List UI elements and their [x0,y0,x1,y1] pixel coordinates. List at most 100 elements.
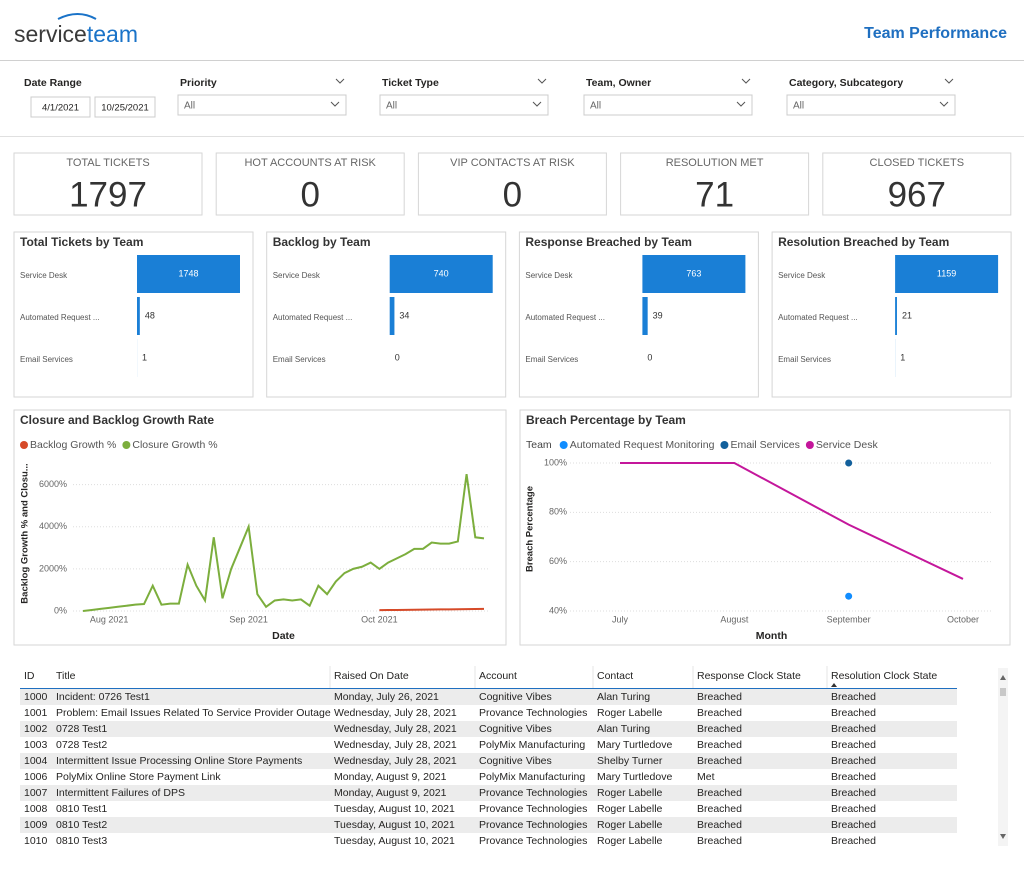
legend-label: Email Services [730,439,799,451]
table-cell: Tuesday, August 10, 2021 [334,803,455,815]
chart-title: Resolution Breached by Team [778,235,949,249]
scroll-up[interactable] [1000,675,1006,680]
kpi-label: CLOSED TICKETS [870,157,965,169]
table-cell: Wednesday, July 28, 2021 [334,739,457,751]
legend-marker [559,441,568,449]
table-cell: Breached [697,739,742,751]
scroll-down[interactable] [1000,834,1006,839]
column-header[interactable]: ID [24,670,35,682]
dropdown[interactable] [786,94,956,116]
kpi-label: VIP CONTACTS AT RISK [450,157,575,169]
column-header[interactable]: Response Clock State [697,670,801,682]
bar [389,297,395,335]
table-cell: Wednesday, July 28, 2021 [334,723,457,735]
column-header[interactable]: Raised On Date [334,670,409,682]
dropdown[interactable] [177,94,347,116]
legend-marker [20,441,28,449]
table-cell: Mary Turtledove [597,739,672,751]
chart-panel [13,409,507,646]
table-cell: 0728 Test2 [56,739,107,751]
table-cell: Roger Labelle [597,787,663,799]
column-header[interactable]: Resolution Clock State [831,670,937,682]
column-header[interactable]: Contact [597,670,633,682]
kpi-value: 71 [695,175,734,214]
table-cell: Roger Labelle [597,803,663,815]
chevron [939,101,949,107]
category-label: Automated Request ... [525,313,605,322]
bar [389,255,493,293]
chart-title: Closure and Backlog Growth Rate [20,413,214,427]
data-label: 0 [647,352,652,362]
category-label: Email Services [778,355,831,364]
table-cell: Roger Labelle [597,707,663,719]
dropdown[interactable] [379,94,549,116]
category-label: Email Services [273,355,326,364]
row-shade [20,817,957,833]
column-header[interactable]: Title [56,670,76,682]
legend-marker [805,441,814,449]
data-line [82,473,485,612]
scrollbar-thumb[interactable] [1000,688,1006,696]
y-tick-label: 60% [549,556,567,566]
kpi-card [822,152,1012,216]
category-label: Automated Request ... [273,313,353,322]
dropdown-value: All [184,101,195,112]
table-cell: Incident: 0726 Test1 [56,691,150,703]
data-label: 39 [653,310,663,320]
table-cell: Breached [831,803,876,815]
page-title: Team Performance [864,25,1007,42]
row-shade [20,689,957,705]
scrollbar-track[interactable] [998,668,1008,846]
bar [137,297,140,335]
header-bar [0,0,1024,60]
x-axis-label: Date [272,630,295,642]
data-point [845,459,853,467]
x-tick-label: October [947,614,979,624]
date-input[interactable] [94,96,156,118]
date-end: 10/25/2021 [101,103,149,114]
dropdown[interactable] [583,94,753,116]
x-axis-label: Month [756,630,788,642]
table-cell: Provance Technologies [479,835,587,847]
table-cell: Breached [697,803,742,815]
column-header[interactable]: Account [479,670,517,682]
table-cell: Wednesday, July 28, 2021 [334,707,457,719]
legend-label: Automated Request Monitoring [570,439,715,451]
table-cell: Provance Technologies [479,803,587,815]
table-cell: 0810 Test2 [56,819,107,831]
date-start: 4/1/2021 [42,103,79,114]
category-label: Automated Request ... [20,313,100,322]
table-cell: 1006 [24,771,48,783]
kpi-label: RESOLUTION MET [666,157,764,169]
data-line [620,462,964,580]
table-cell: Cognitive Vibes [479,691,552,703]
x-tick-label: September [827,614,871,624]
table-cell: Breached [831,819,876,831]
kpi-value: 0 [300,175,319,214]
data-label: 21 [902,310,912,320]
date-input[interactable] [30,96,91,118]
legend-label: Closure Growth % [132,439,217,451]
data-label: 1 [900,352,905,362]
y-tick-label: 2000% [39,563,67,573]
table-cell: 0810 Test3 [56,835,107,847]
chevron [532,101,542,107]
y-tick-label: 40% [549,605,567,615]
table-cell: Breached [697,787,742,799]
data-label: 1159 [937,268,956,278]
kpi-card [215,152,405,216]
table-cell: Breached [831,723,876,735]
y-axis-label: Backlog Growth % and Closu... [20,463,31,603]
data-label: 34 [399,310,409,320]
category-label: Service Desk [273,271,321,280]
table-cell: Problem: Email Issues Related To Service… [56,707,331,719]
content: Date Range 4/1/2021 10/25/2021 Priority All T… [13,77,1012,847]
category-label: Email Services [20,355,73,364]
chart-title: Total Tickets by Team [20,235,143,249]
table-cell: Wednesday, July 28, 2021 [334,755,457,767]
data-label: 740 [434,268,449,278]
row-shade [20,721,957,737]
table-cell: 1007 [24,787,48,799]
row-shade [20,753,957,769]
